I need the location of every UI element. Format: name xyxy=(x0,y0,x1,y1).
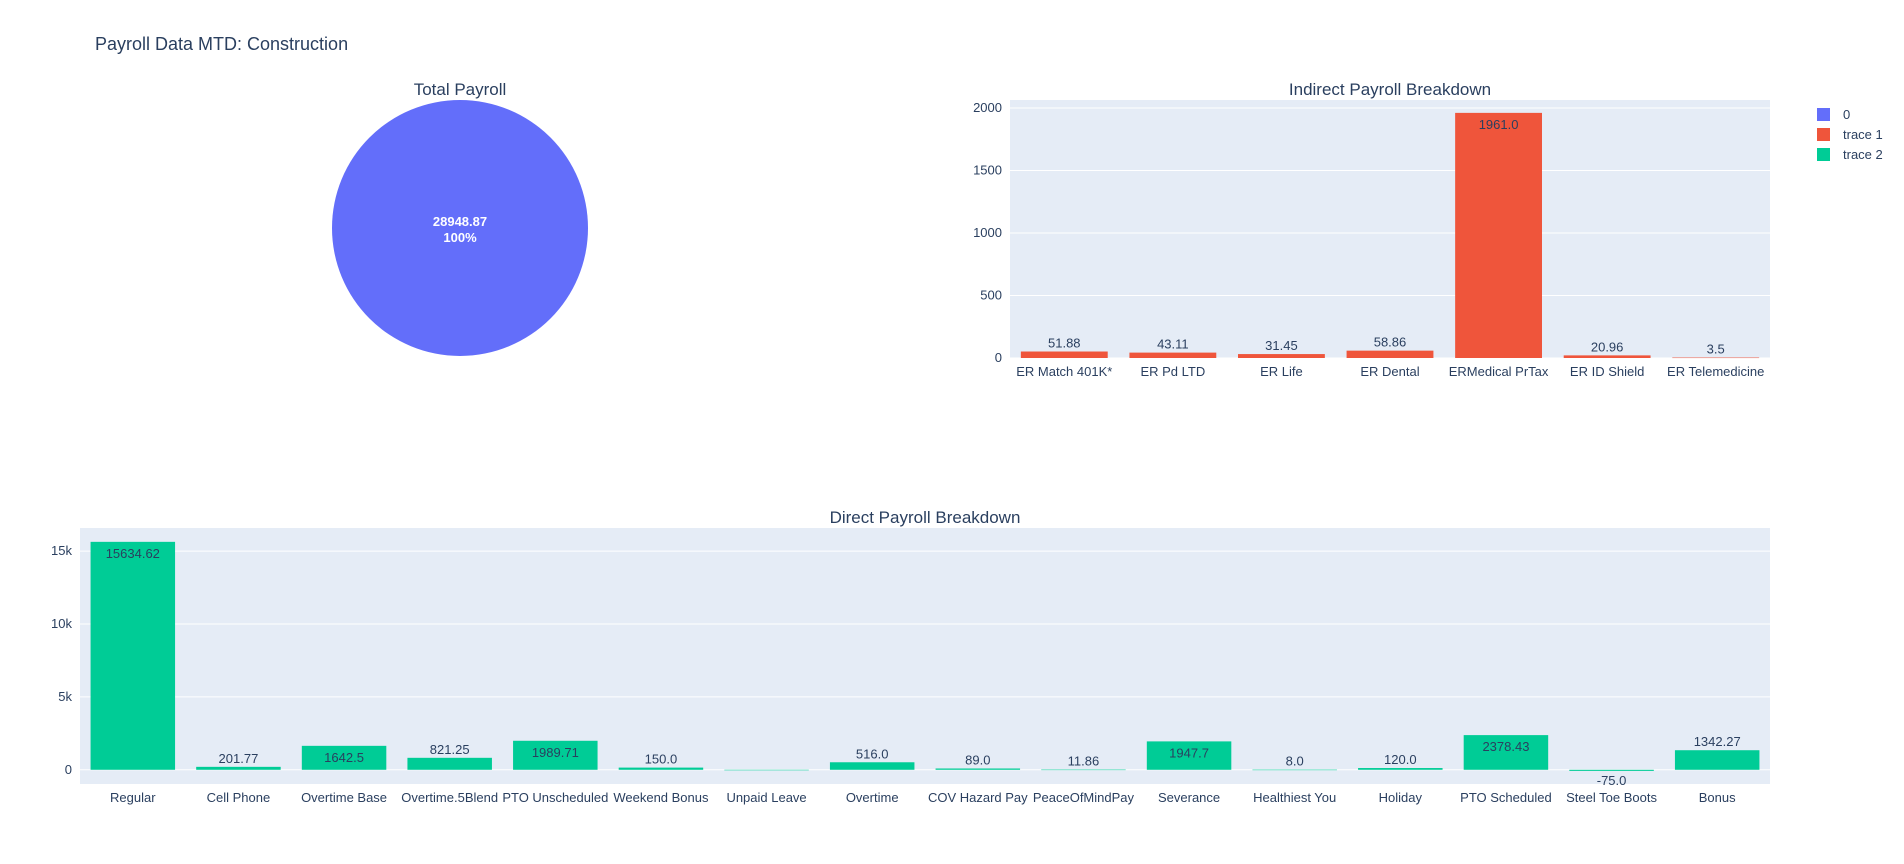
pie-percent-label: 100% xyxy=(443,230,477,245)
bar-data-label: 821.25 xyxy=(430,742,470,757)
x-tick-label: Regular xyxy=(110,790,156,805)
bar-data-label: 8.0 xyxy=(1286,754,1304,769)
bar[interactable] xyxy=(724,769,809,771)
bar[interactable] xyxy=(1129,352,1217,358)
bar-data-label: 1642.5 xyxy=(324,750,364,765)
bar-data-label: 15634.62 xyxy=(106,546,160,561)
bar[interactable] xyxy=(1674,750,1760,770)
bar[interactable] xyxy=(1563,355,1651,358)
bar[interactable] xyxy=(301,745,387,770)
bar[interactable] xyxy=(618,767,704,770)
x-tick-label: COV Hazard Pay xyxy=(928,790,1028,805)
y-tick-label: 15k xyxy=(51,543,72,558)
legend: 0 trace 1 trace 2 xyxy=(1817,107,1883,162)
bar-data-label: 58.86 xyxy=(1374,335,1407,350)
x-tick-label: ER Dental xyxy=(1360,364,1419,379)
bar-data-label: 11.86 xyxy=(1068,754,1100,769)
x-tick-label: ER Match 401K* xyxy=(1016,364,1112,379)
x-tick-label: Severance xyxy=(1158,790,1220,805)
bar-data-label: 1342.27 xyxy=(1694,734,1741,749)
pie-value-label: 28948.87 xyxy=(433,214,487,229)
bar-data-label: 3.5 xyxy=(1707,342,1725,357)
bar[interactable] xyxy=(407,757,492,770)
x-tick-label: PeaceOfMindPay xyxy=(1033,790,1135,805)
legend-label[interactable]: trace 2 xyxy=(1843,147,1883,162)
indirect-title: Indirect Payroll Breakdown xyxy=(1289,80,1491,99)
x-tick-label: Healthiest You xyxy=(1253,790,1336,805)
bar[interactable] xyxy=(1238,354,1325,358)
pie-slice[interactable] xyxy=(332,100,588,356)
x-tick-label: ER Telemedicine xyxy=(1667,364,1764,379)
bar[interactable] xyxy=(1146,741,1232,770)
bar-data-label: 1947.7 xyxy=(1169,745,1209,760)
bar[interactable] xyxy=(1672,357,1760,359)
x-tick-label: Weekend Bonus xyxy=(613,790,709,805)
x-tick-label: Steel Toe Boots xyxy=(1566,790,1657,805)
x-tick-label: PTO Unscheduled xyxy=(502,790,608,805)
bar[interactable] xyxy=(935,768,1021,770)
pie-chart-total-payroll: Total Payroll 28948.87 100% xyxy=(332,80,588,356)
x-tick-label: Unpaid Leave xyxy=(726,790,806,805)
bar[interactable] xyxy=(1020,351,1108,358)
x-tick-label: Overtime xyxy=(846,790,899,805)
x-tick-label: Overtime Base xyxy=(301,790,387,805)
bar-data-label: 150.0 xyxy=(645,752,678,767)
x-tick-label: ERMedical PrTax xyxy=(1449,364,1549,379)
legend-swatch[interactable] xyxy=(1817,108,1830,121)
bar-data-label: 201.77 xyxy=(219,751,259,766)
x-tick-label: Bonus xyxy=(1699,790,1736,805)
x-tick-label: Cell Phone xyxy=(207,790,271,805)
legend-label[interactable]: trace 1 xyxy=(1843,127,1883,142)
x-tick-label: Holiday xyxy=(1379,790,1423,805)
y-tick-label: 10k xyxy=(51,616,72,631)
legend-swatch[interactable] xyxy=(1817,128,1830,141)
bar-data-label: 516.0 xyxy=(856,746,889,761)
bar-data-label: 1989.71 xyxy=(532,745,579,760)
bar[interactable] xyxy=(1569,769,1654,771)
legend-swatch[interactable] xyxy=(1817,148,1830,161)
bar[interactable] xyxy=(1463,735,1549,770)
figure-title: Payroll Data MTD: Construction xyxy=(95,34,348,54)
bar-data-label: -75.0 xyxy=(1597,773,1627,788)
bar-chart-direct-payroll: Direct Payroll Breakdown 15634.62 201.77 1… xyxy=(51,508,1770,805)
indirect-plot-area xyxy=(1010,100,1770,358)
bar[interactable] xyxy=(1358,768,1443,770)
bar-data-label: 120.0 xyxy=(1384,752,1417,767)
x-tick-label: Overtime.5Blend xyxy=(401,790,498,805)
bar-data-label: 43.11 xyxy=(1157,337,1189,352)
bar[interactable] xyxy=(90,541,176,770)
y-tick-label: 1500 xyxy=(973,163,1002,178)
bar-data-label: 31.45 xyxy=(1265,338,1298,353)
y-tick-label: 5k xyxy=(58,689,72,704)
bar-chart-indirect-payroll: Indirect Payroll Breakdown 51.88 43.11 31.… xyxy=(973,80,1770,379)
bar-data-label: 20.96 xyxy=(1591,339,1624,354)
bar[interactable] xyxy=(1455,112,1542,358)
y-tick-label: 2000 xyxy=(973,100,1002,115)
x-tick-label: ER Pd LTD xyxy=(1140,364,1205,379)
bar[interactable] xyxy=(1252,769,1337,771)
bar-data-label: 2378.43 xyxy=(1482,739,1529,754)
x-tick-label: PTO Scheduled xyxy=(1460,790,1552,805)
bar-data-label: 1961.0 xyxy=(1479,117,1519,132)
y-tick-label: 0 xyxy=(995,350,1002,365)
bar[interactable] xyxy=(1346,350,1434,358)
bar[interactable] xyxy=(196,766,281,770)
bar[interactable] xyxy=(1041,769,1126,771)
y-tick-label: 0 xyxy=(65,762,72,777)
x-tick-label: ER ID Shield xyxy=(1570,364,1644,379)
direct-title: Direct Payroll Breakdown xyxy=(830,508,1021,527)
y-tick-label: 500 xyxy=(980,288,1002,303)
y-tick-label: 1000 xyxy=(973,225,1002,240)
bar[interactable] xyxy=(829,762,915,770)
bar-data-label: 89.0 xyxy=(965,752,990,767)
bar[interactable] xyxy=(513,740,598,770)
bar-data-label: 51.88 xyxy=(1048,336,1081,351)
x-tick-label: ER Life xyxy=(1260,364,1303,379)
legend-label[interactable]: 0 xyxy=(1843,107,1850,122)
pie-title: Total Payroll xyxy=(414,80,507,99)
